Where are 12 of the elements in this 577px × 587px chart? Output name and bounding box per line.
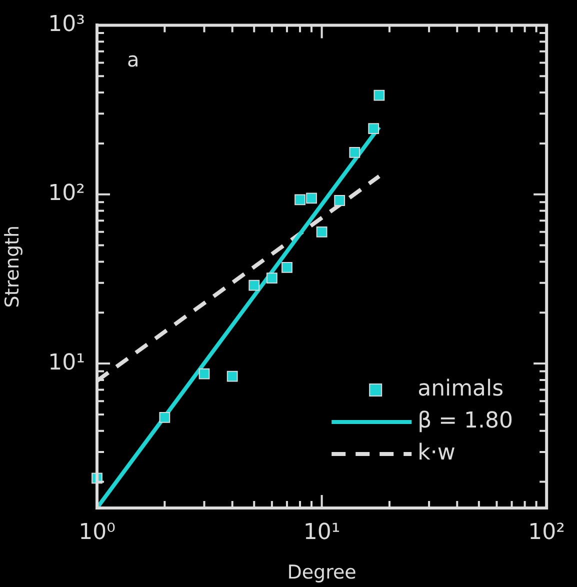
x-axis-title: Degree — [287, 562, 356, 584]
y-tick-label: 10¹ — [48, 350, 85, 376]
legend-label: β = 1.80 — [418, 408, 514, 434]
legend-label: k·w — [418, 440, 456, 466]
y-tick-label: 10² — [48, 181, 85, 206]
x-tick-label: 10² — [528, 520, 566, 545]
y-tick-label: 10³ — [48, 12, 85, 37]
legend-label: animals — [418, 376, 504, 402]
x-tick-label: 10¹ — [303, 520, 340, 545]
y-axis-title: Strength — [1, 226, 24, 308]
annotation: a — [127, 47, 140, 72]
x-tick-label: 10⁰ — [78, 520, 116, 545]
